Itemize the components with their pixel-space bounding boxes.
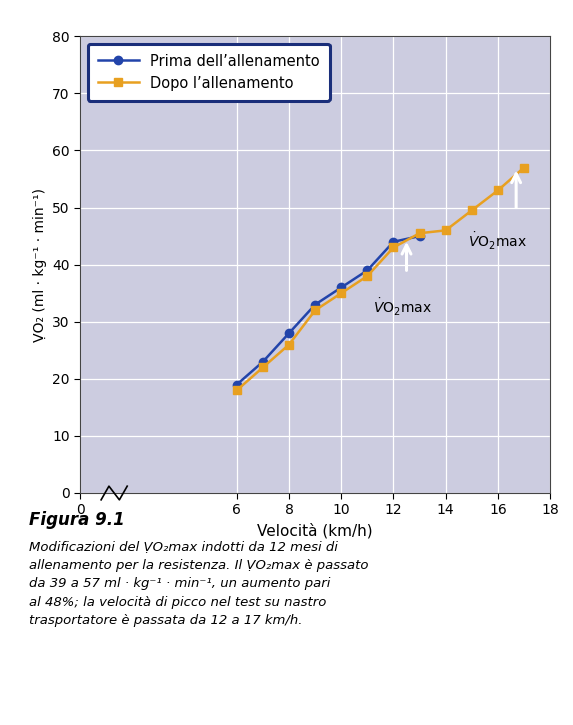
Dopo l’allenamento <box>338 289 345 297</box>
Dopo l’allenamento <box>416 229 423 238</box>
Prima dell’allenamento <box>285 329 292 338</box>
Text: $\dot{V}$O$_2$max: $\dot{V}$O$_2$max <box>468 231 527 252</box>
Y-axis label: ṾO₂ (ml · kg⁻¹ · min⁻¹): ṾO₂ (ml · kg⁻¹ · min⁻¹) <box>33 188 46 341</box>
Line: Prima dell’allenamento: Prima dell’allenamento <box>233 232 423 389</box>
Dopo l’allenamento <box>390 243 397 252</box>
Text: $\dot{V}$O$_2$max: $\dot{V}$O$_2$max <box>372 297 431 318</box>
Prima dell’allenamento <box>260 357 266 366</box>
Text: Figura 9.1: Figura 9.1 <box>29 511 124 529</box>
Dopo l’allenamento <box>494 186 501 195</box>
Dopo l’allenamento <box>233 386 240 394</box>
Prima dell’allenamento <box>390 238 397 247</box>
X-axis label: Velocità (km/h): Velocità (km/h) <box>257 523 373 539</box>
Dopo l’allenamento <box>285 340 292 349</box>
Dopo l’allenamento <box>364 272 371 281</box>
Dopo l’allenamento <box>312 306 319 315</box>
Dopo l’allenamento <box>260 363 266 372</box>
Prima dell’allenamento <box>416 232 423 241</box>
Prima dell’allenamento <box>364 266 371 275</box>
Prima dell’allenamento <box>233 380 240 389</box>
Text: Modificazioni del ṾO₂max indotti da 12 mesi di
allenamento per la resistenza. Il: Modificazioni del ṾO₂max indotti da 12 m… <box>29 540 368 627</box>
Dopo l’allenamento <box>468 206 475 215</box>
Dopo l’allenamento <box>520 163 527 172</box>
Dopo l’allenamento <box>442 226 449 235</box>
Prima dell’allenamento <box>312 300 319 309</box>
Prima dell’allenamento <box>338 283 345 291</box>
Legend: Prima dell’allenamento, Dopo l’allenamento: Prima dell’allenamento, Dopo l’allenamen… <box>88 44 330 102</box>
Line: Dopo l’allenamento: Dopo l’allenamento <box>233 163 528 394</box>
